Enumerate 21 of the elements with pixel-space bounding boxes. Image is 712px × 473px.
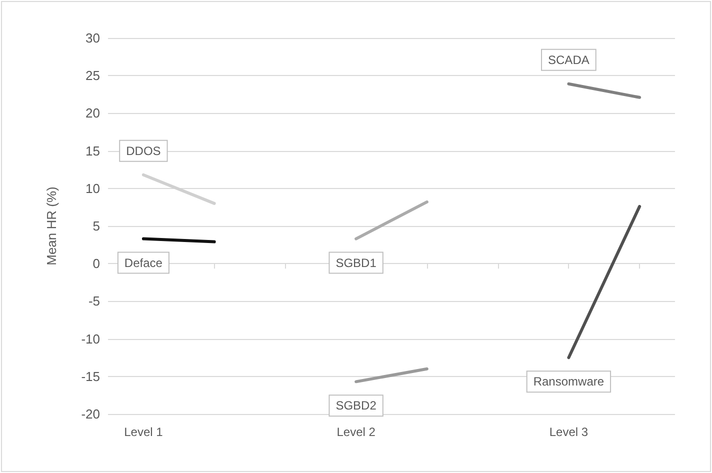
y-tick-label: -20 — [81, 406, 100, 422]
y-tick-label: -5 — [88, 294, 100, 309]
y-tick-label: 0 — [92, 256, 100, 272]
y-tick-label: 15 — [86, 143, 100, 158]
y-tick-label: 20 — [86, 106, 100, 121]
y-tick-label: 10 — [86, 180, 100, 196]
y-tick-label: 30 — [86, 30, 100, 46]
x-tick-label: Level 3 — [549, 425, 588, 439]
series-label: SGBD2 — [336, 398, 377, 413]
y-tick-label: 25 — [86, 68, 100, 84]
series-label: DDOS — [126, 144, 161, 158]
x-tick-label: Level 2 — [336, 425, 376, 439]
y-tick-label: -10 — [81, 331, 100, 346]
x-tick-label: Level 1 — [124, 425, 164, 439]
y-axis-title: Mean HR (%) — [44, 186, 59, 266]
text: SGBD1 — [336, 256, 377, 270]
text: Ransomware — [533, 374, 604, 389]
series-label: Deface — [124, 256, 163, 270]
y-tick-label: 5 — [92, 218, 100, 234]
y-tick-label: -15 — [81, 368, 100, 384]
series-label: SCADA — [548, 52, 590, 67]
